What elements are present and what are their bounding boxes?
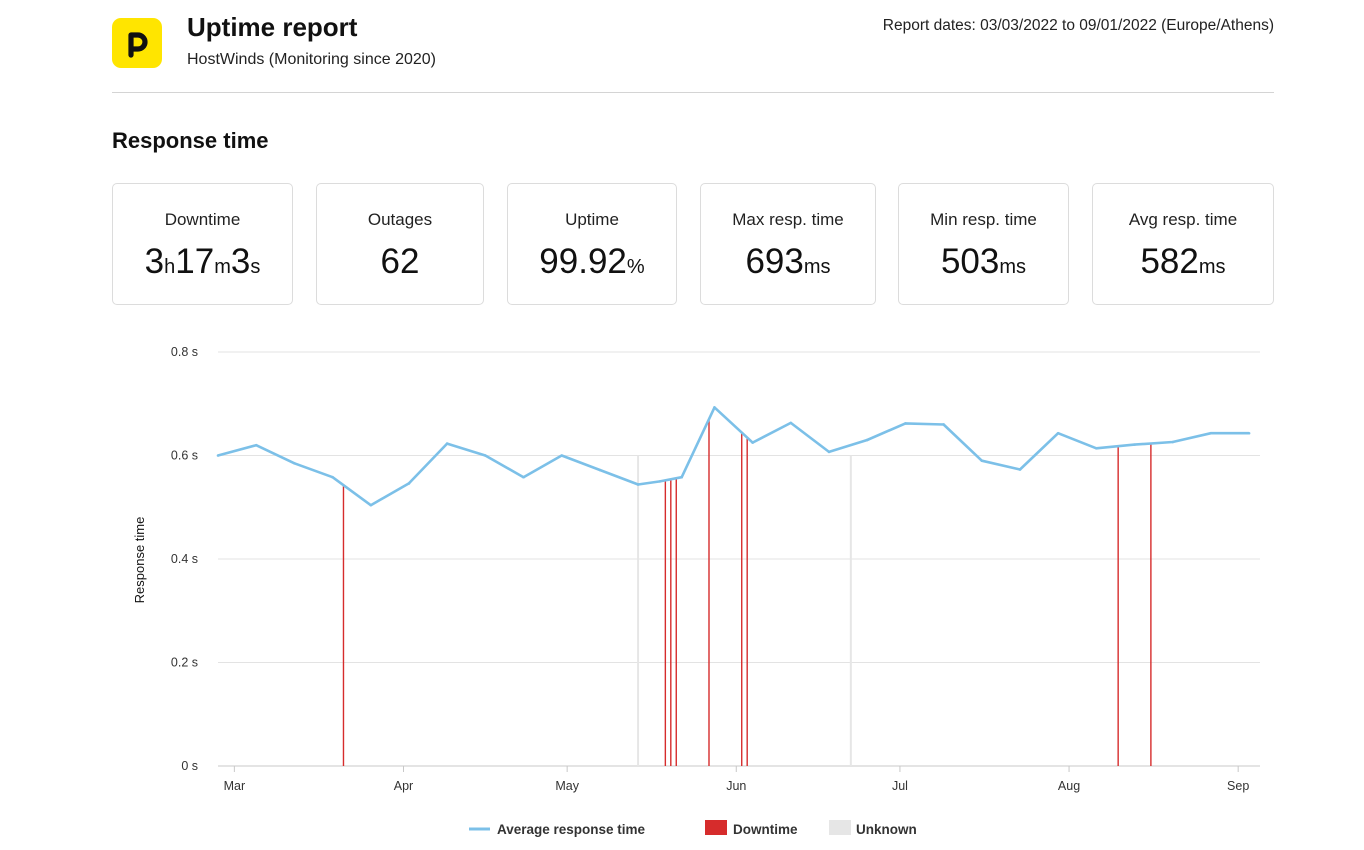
stat-unit: ms (999, 256, 1027, 278)
stat-value: 693ms (701, 242, 875, 287)
stat-unit: ms (803, 256, 831, 278)
stat-value: 503ms (899, 242, 1068, 287)
stat-card-min-resp-time: Min resp. time 503ms (898, 183, 1069, 305)
unknown-markers (637, 455, 852, 766)
series-point (680, 475, 684, 479)
series-point (293, 461, 296, 465)
stat-value: 3h17m3s (113, 242, 292, 287)
stat-value: 99.92% (508, 242, 676, 287)
series-point (331, 475, 334, 479)
x-tick-label: Apr (394, 779, 413, 793)
stat-number: 99.92 (539, 242, 627, 281)
stat-value: 582ms (1093, 242, 1273, 287)
stat-unit: s (250, 256, 261, 278)
series-point (942, 423, 945, 426)
y-axis-label: Response time (132, 517, 147, 604)
legend-downtime-swatch (705, 820, 727, 835)
report-title: Uptime report (187, 12, 358, 42)
legend-item-unknown[interactable]: Unknown (829, 820, 917, 837)
series-point (865, 438, 869, 442)
x-tick-label: Aug (1058, 779, 1080, 793)
stat-card-downtime: Downtime 3h17m3s (112, 183, 293, 305)
series-point (254, 443, 258, 447)
y-tick-label: 0.4 s (171, 552, 198, 566)
legend: Average response time Downtime Unknown (469, 820, 917, 837)
series-line-average-response-time (217, 406, 1250, 507)
stat-number: 17 (175, 242, 215, 281)
stat-card-avg-resp-time: Avg resp. time 582ms (1092, 183, 1274, 305)
stat-number: 3 (144, 242, 165, 281)
stat-number: 3 (230, 242, 251, 281)
series-point (827, 450, 831, 454)
section-title: Response time (112, 128, 269, 153)
stat-unit: ms (1198, 256, 1226, 278)
stat-label: Downtime (164, 210, 241, 229)
series-layer (216, 406, 1251, 507)
series-point (1171, 440, 1175, 444)
stat-label: Uptime (565, 210, 619, 229)
series-point (484, 454, 487, 457)
stat-number: 582 (1140, 242, 1199, 281)
stat-number: 503 (940, 242, 1000, 281)
response-time-chart: 0 s 0.2 s 0.4 s 0.6 s 0.8 s Mar Apr May Jun Jul A… (132, 345, 1260, 837)
y-tick-label: 0.6 s (171, 449, 198, 463)
stat-card-max-resp-time: Max resp. time 693ms (700, 183, 876, 305)
series-point (1209, 431, 1213, 435)
header-divider (112, 92, 1274, 93)
report-dates: Report dates: 03/03/2022 to 09/01/2022 (… (882, 17, 1274, 34)
y-axis-ticks: 0 s 0.2 s 0.4 s 0.6 s 0.8 s (171, 345, 198, 773)
x-tick-label: May (555, 779, 579, 793)
stat-label: Avg resp. time (1128, 210, 1238, 229)
report-subtitle: HostWinds (Monitoring since 2020) (187, 51, 436, 68)
logo (112, 18, 162, 68)
series-point (789, 421, 793, 425)
y-tick-label: 0.2 s (171, 656, 198, 670)
stat-unit: h (164, 256, 176, 278)
stat-label: Min resp. time (930, 210, 1037, 229)
stat-card-uptime: Uptime 99.92% (507, 183, 677, 305)
series-point (1247, 431, 1251, 435)
series-point (598, 468, 602, 472)
y-tick-label: 0.8 s (171, 345, 198, 359)
series-point (636, 483, 640, 486)
x-tick-label: Mar (224, 779, 246, 793)
series-point (1018, 468, 1022, 471)
series-point (560, 454, 563, 457)
legend-label: Downtime (733, 822, 798, 837)
legend-label: Unknown (856, 822, 917, 837)
stat-value: 62 (317, 242, 483, 282)
x-tick-label: Sep (1227, 779, 1249, 793)
legend-label: Average response time (497, 822, 646, 837)
stat-number: 693 (745, 242, 804, 281)
stat-unit: m (214, 256, 231, 278)
series-point (369, 503, 373, 507)
series-point (522, 475, 525, 479)
legend-unknown-swatch (829, 820, 851, 835)
legend-item-downtime[interactable]: Downtime (705, 820, 798, 837)
legend-item-average-response-time[interactable]: Average response time (469, 822, 646, 837)
series-point (1056, 431, 1060, 435)
series-point (1095, 446, 1098, 450)
y-tick-label: 0 s (181, 759, 198, 773)
series-point (216, 454, 220, 457)
series-point (904, 422, 907, 425)
stat-unit: % (626, 256, 645, 278)
stat-number: 62 (380, 242, 420, 281)
stat-card-outages: Outages 62 (316, 183, 484, 305)
series-point (407, 482, 411, 485)
stat-label: Max resp. time (732, 210, 844, 229)
series-point (658, 480, 662, 483)
x-tick-label: Jun (726, 779, 746, 793)
downtime-markers (342, 419, 1152, 766)
stat-label: Outages (367, 210, 433, 229)
pingdom-p-logo-icon (128, 32, 148, 58)
series-point (751, 441, 754, 444)
series-point (445, 442, 449, 445)
x-axis-ticks: Mar Apr May Jun Jul Aug Sep (224, 766, 1249, 793)
series-point (713, 406, 716, 409)
series-point (1133, 443, 1136, 446)
grid-lines (218, 351, 1260, 767)
x-tick-label: Jul (892, 779, 908, 793)
series-point (980, 459, 984, 462)
